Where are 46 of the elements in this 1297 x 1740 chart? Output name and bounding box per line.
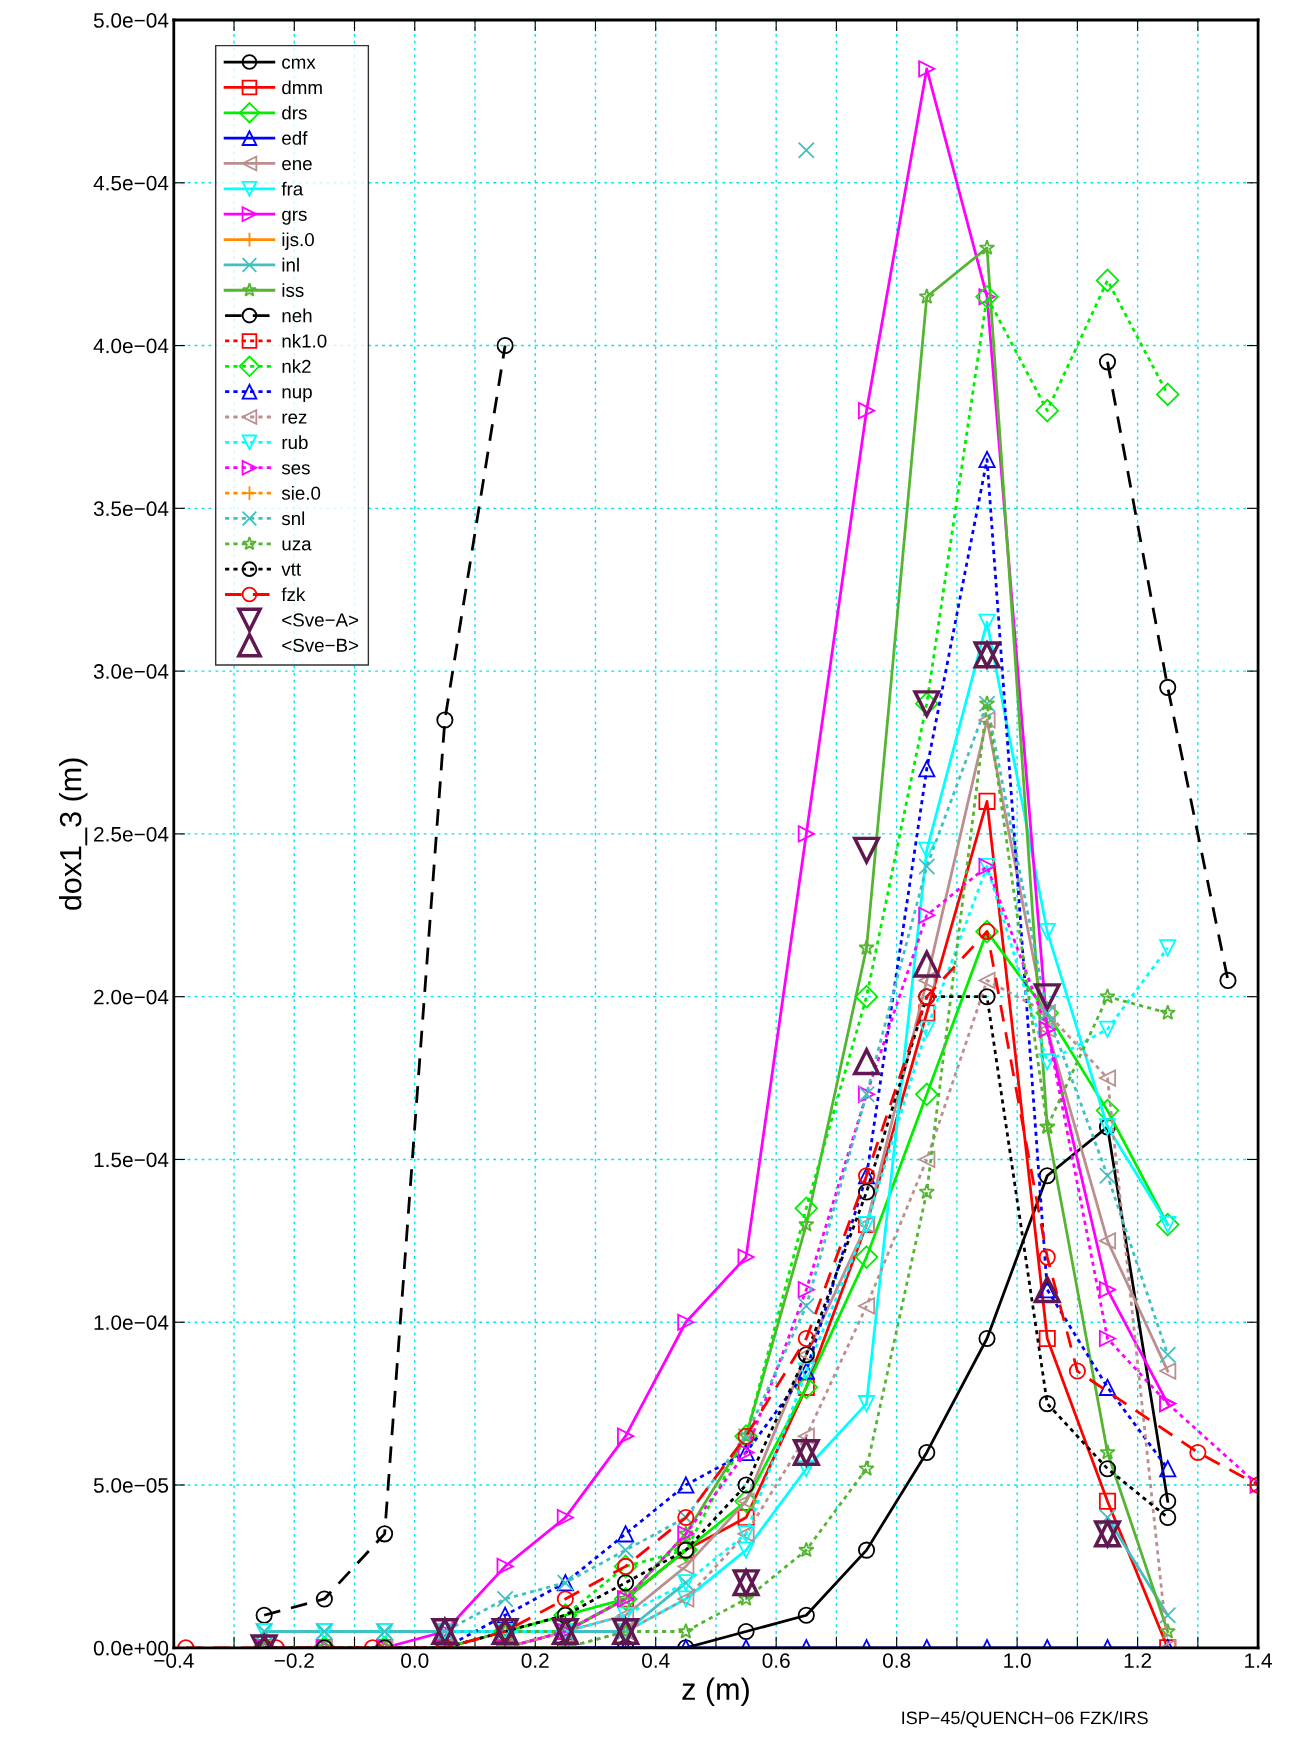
legend-label: nk1.0: [282, 333, 327, 348]
legend-label: iss: [282, 283, 304, 297]
legend-label: <Sve−B>: [282, 638, 359, 652]
y-tick-label: 3.5e−04: [93, 501, 169, 517]
legend-label: drs: [282, 105, 307, 120]
y-tick-label: 2.5e−04: [94, 826, 169, 842]
legend-label: ene: [282, 159, 312, 171]
x-tick-label: 1.4: [1245, 1653, 1272, 1668]
y-tick-label: 5.0e−05: [93, 1478, 169, 1493]
x-tick-label: 0.0: [401, 1653, 429, 1668]
y-tick-label: 2.0e−04: [94, 989, 169, 1005]
legend-label: nk2: [282, 359, 311, 373]
legend-label: ijs.0: [282, 232, 314, 250]
y-tick-label: 4.0e−04: [93, 338, 169, 354]
legend-label: uza: [282, 540, 312, 551]
x-tick-label: −0.2: [274, 1653, 314, 1668]
legend-label: inl: [282, 257, 299, 272]
legend-label: dmm: [282, 80, 322, 95]
legend-label: <Sve−A>: [282, 613, 359, 627]
x-axis-title: z (m): [682, 1677, 749, 1707]
y-tick-label: 4.5e−04: [93, 175, 169, 191]
x-tick-label: 0.4: [642, 1653, 670, 1668]
x-tick-label: 0.2: [521, 1653, 549, 1668]
y-tick-label: 3.0e−04: [93, 664, 169, 679]
legend-label: fzk: [281, 587, 306, 602]
legend-label: cmx: [282, 58, 316, 69]
y-axis-title: dox1_3 (m): [59, 758, 88, 910]
legend-label: nup: [282, 388, 312, 403]
legend-label: fra: [281, 181, 304, 196]
y-tick-label: 1.5e−04: [94, 1152, 169, 1168]
legend-label: grs: [282, 210, 307, 225]
x-tick-label: 0.6: [762, 1653, 790, 1668]
legend-label: rub: [282, 435, 308, 450]
legend-label: rez: [282, 413, 307, 424]
legend-label: vtt: [281, 563, 301, 576]
x-tick-label: 0.8: [882, 1653, 911, 1668]
legend-label: edf: [282, 131, 308, 145]
text: ISP−45/QUENCH−06 FZK/IRS: [902, 1710, 1148, 1728]
legend-label: neh: [282, 308, 312, 323]
y-tick-label: 5.0e−04: [93, 13, 169, 28]
legend-label: sie.0: [281, 486, 321, 500]
y-tick-label: 1.0e−04: [94, 1315, 169, 1330]
legend-label: snl: [281, 511, 305, 526]
legend-label: ses: [281, 464, 310, 475]
x-tick-label: 1.0: [1004, 1653, 1031, 1668]
x-tick-label: 1.2: [1124, 1653, 1152, 1668]
